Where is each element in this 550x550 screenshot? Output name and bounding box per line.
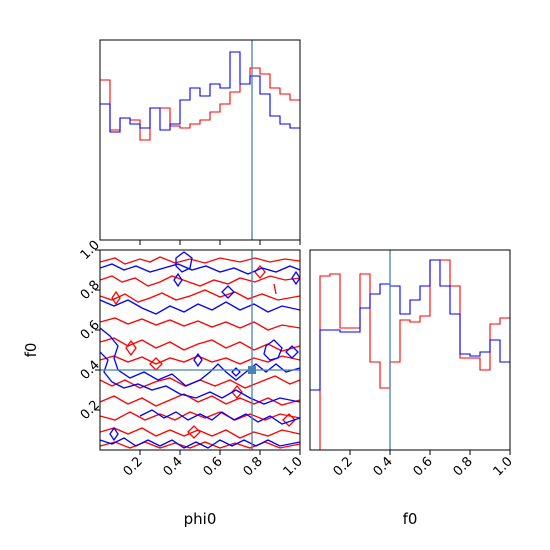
truth-marker bbox=[248, 366, 256, 374]
contour-red-line-11 bbox=[100, 441, 300, 449]
xlabel-f0: f0 bbox=[403, 510, 418, 528]
hist-phi0-red-series bbox=[100, 67, 300, 141]
hist-f0-red-series bbox=[310, 259, 510, 451]
contour-blue-blob-4 bbox=[263, 339, 283, 361]
contour-blue-blob-5 bbox=[285, 345, 299, 359]
hist-f0-x-tick-label-3: 0.8 bbox=[451, 454, 476, 479]
hist-f0-x-tick-label-0: 0.2 bbox=[331, 454, 356, 479]
contour-x-tick-label-0: 0.2 bbox=[121, 454, 146, 479]
hist-f0-blue-line bbox=[310, 259, 510, 391]
hist-phi0-red-line bbox=[100, 67, 300, 141]
contour-blue-line-1 bbox=[100, 263, 300, 275]
contour-blue-blob-9 bbox=[291, 270, 300, 286]
contour-red-line-2 bbox=[100, 275, 300, 287]
contour-red-blob-6 bbox=[273, 283, 277, 295]
contour-xticks: 0.2 0.4 0.6 0.8 1.0 bbox=[121, 450, 306, 479]
ylabel-f0: f0 bbox=[22, 343, 40, 358]
hist-phi0-blue-line bbox=[100, 51, 300, 133]
contour-blue-line-5 bbox=[139, 409, 300, 425]
contour-x-tick-label-2: 0.6 bbox=[201, 454, 226, 479]
contour-y-tick-label-2: 0.6 bbox=[78, 318, 103, 343]
contour-red-line-5 bbox=[100, 337, 300, 352]
contour-red-blob-5 bbox=[254, 264, 266, 280]
hist-phi0-panel bbox=[99, 39, 301, 245]
contour-blue-line-2 bbox=[100, 299, 300, 315]
contour-red-line-8 bbox=[100, 393, 300, 407]
contour-blue-blob-7 bbox=[193, 352, 203, 368]
hist-phi0-blue-series bbox=[100, 51, 300, 133]
contour-blue-blob-8 bbox=[231, 367, 241, 377]
contour-red-blob-3 bbox=[111, 290, 121, 306]
contour-phi0-f0-panel: 0.2 0.4 0.6 0.8 1.0 0.2 0.4 0.6 0.8 1.0 bbox=[78, 238, 306, 480]
hist-f0-frame bbox=[309, 249, 511, 451]
contour-y-tick-label-0: 0.2 bbox=[78, 398, 103, 423]
contour-red-line-4 bbox=[100, 317, 300, 331]
contour-red-line-6 bbox=[100, 355, 300, 365]
contour-red-blob-2 bbox=[149, 357, 163, 371]
contour-x-tick-label-1: 0.4 bbox=[161, 454, 186, 479]
hist-f0-x-tick-label-1: 0.4 bbox=[371, 454, 396, 479]
contour-panel-frame bbox=[99, 249, 301, 451]
contour-red-line-1 bbox=[100, 256, 300, 265]
contour-blue-line-6 bbox=[100, 437, 300, 449]
contour-blue-series bbox=[100, 251, 300, 449]
contour-red-series bbox=[100, 256, 300, 449]
xlabel-phi0: phi0 bbox=[184, 510, 217, 528]
contour-blue-blob-3 bbox=[173, 272, 183, 288]
contour-y-tick-label-4: 1.0 bbox=[78, 238, 103, 263]
contour-y-tick-label-3: 0.8 bbox=[78, 278, 103, 303]
contour-y-tick-label-1: 0.4 bbox=[78, 358, 103, 383]
hist-f0-panel: 0.2 0.4 0.6 0.8 1.0 bbox=[309, 249, 516, 479]
hist-f0-x-tick-label-4: 1.0 bbox=[491, 454, 516, 479]
contour-blue-blob-2 bbox=[221, 285, 235, 299]
contour-blue-line-4 bbox=[100, 351, 300, 405]
hist-f0-x-tick-label-2: 0.6 bbox=[411, 454, 436, 479]
hist-f0-blue-series bbox=[310, 259, 510, 391]
contour-x-tick-label-4: 1.0 bbox=[281, 454, 306, 479]
hist-f0-red-line bbox=[310, 259, 510, 451]
contour-red-blob-4 bbox=[231, 384, 243, 400]
contour-red-line-3 bbox=[100, 289, 300, 303]
contour-x-tick-label-3: 0.8 bbox=[241, 454, 266, 479]
contour-red-blob-7 bbox=[187, 425, 201, 439]
contour-blue-line-3 bbox=[100, 327, 300, 387]
hist-f0-xticks: 0.2 0.4 0.6 0.8 1.0 bbox=[331, 450, 516, 479]
contour-blue-blob-1 bbox=[175, 251, 193, 273]
contour-blue-blob-6 bbox=[109, 426, 119, 442]
hist-phi0-frame bbox=[99, 39, 301, 241]
hist-phi0-xticks bbox=[139, 240, 301, 245]
contour-red-line-10 bbox=[100, 427, 300, 439]
contour-yticks: 0.2 0.4 0.6 0.8 1.0 bbox=[78, 238, 103, 423]
contour-red-blob-1 bbox=[125, 339, 137, 357]
